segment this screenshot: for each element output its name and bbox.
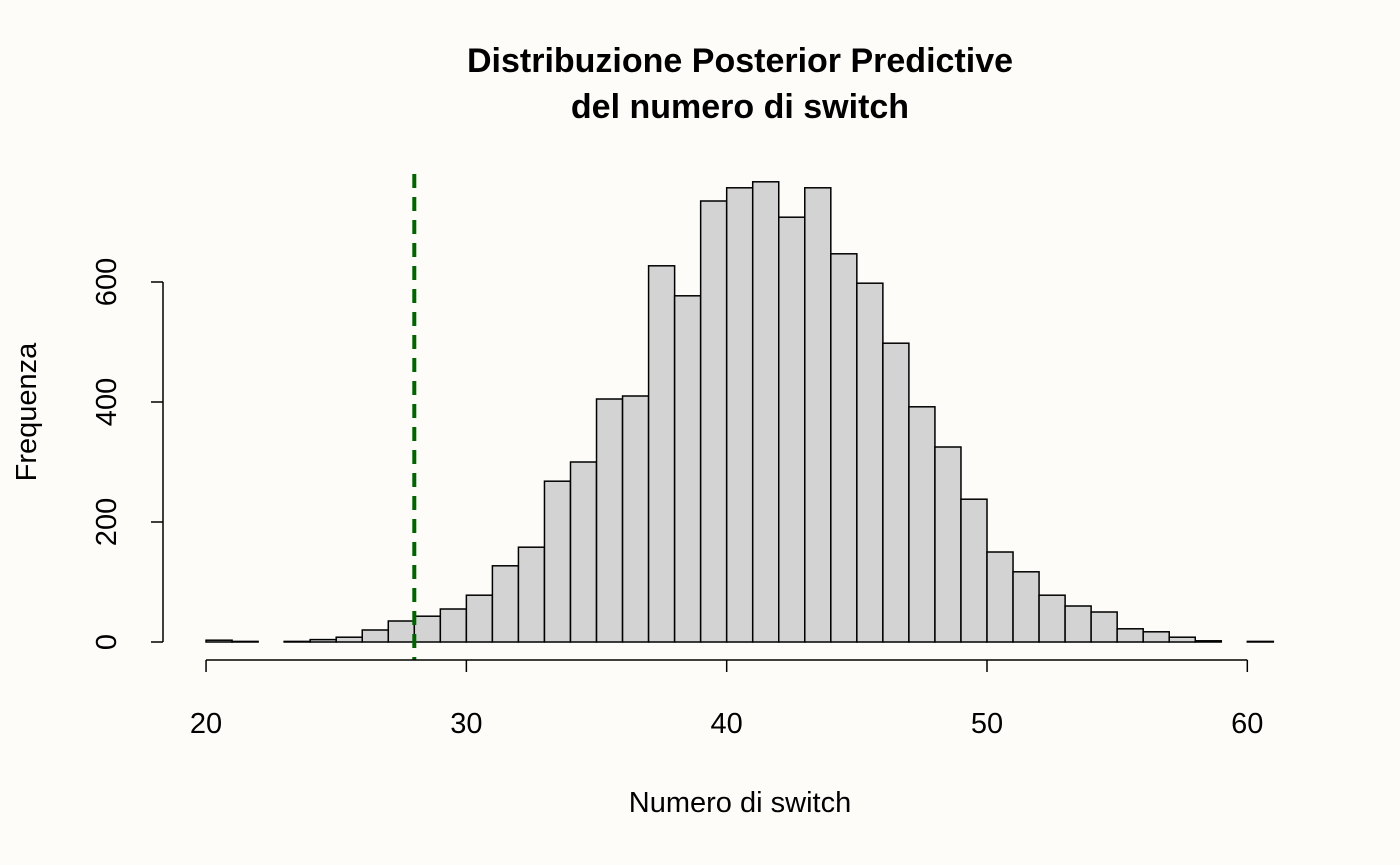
bar — [569, 461, 598, 643]
bar — [231, 640, 259, 643]
bar — [1116, 628, 1144, 643]
y-tick-label: 400 — [91, 378, 123, 426]
bar — [1090, 611, 1118, 643]
bar — [283, 640, 311, 643]
bar — [1194, 640, 1223, 643]
bar — [986, 551, 1014, 643]
bar — [491, 565, 520, 643]
bar — [830, 253, 858, 643]
bar — [882, 342, 910, 643]
bar — [960, 498, 988, 643]
bar — [543, 480, 572, 643]
chart-title: Distribuzione Posterior Predictive — [467, 42, 1013, 80]
y-axis-label: Frequenza — [11, 342, 43, 482]
bar — [1168, 636, 1197, 643]
bar — [725, 187, 754, 643]
bar — [1012, 571, 1040, 643]
bar — [517, 546, 546, 643]
x-tick-label: 40 — [711, 708, 743, 740]
x-axis-label: Numero di switch — [629, 787, 851, 819]
y-tick-label: 200 — [91, 498, 123, 546]
bar — [621, 395, 650, 643]
bar — [673, 295, 702, 643]
x-tick-label: 20 — [190, 708, 222, 740]
bar — [465, 594, 494, 643]
bar — [751, 181, 780, 643]
bar — [595, 398, 624, 643]
y-tick-label: 0 — [91, 634, 123, 650]
bar — [413, 615, 442, 643]
bar — [361, 629, 390, 643]
bar — [1038, 594, 1066, 643]
bar — [439, 608, 468, 643]
bar — [699, 200, 728, 643]
bar — [335, 636, 363, 643]
bar — [309, 638, 337, 643]
bar — [205, 639, 233, 643]
bar — [908, 406, 936, 643]
bar — [804, 187, 832, 643]
x-tick-label: 60 — [1231, 708, 1263, 740]
bar — [934, 446, 962, 643]
x-tick-label: 50 — [971, 708, 1003, 740]
bar — [1064, 605, 1092, 643]
y-tick-label: 600 — [91, 258, 123, 306]
chart-title: del numero di switch — [571, 88, 909, 126]
bar — [777, 216, 806, 643]
bar — [647, 265, 676, 643]
x-tick-label: 30 — [450, 708, 482, 740]
bar — [1246, 640, 1275, 643]
bar — [387, 620, 416, 643]
bar — [856, 282, 884, 643]
bar — [1142, 631, 1170, 643]
